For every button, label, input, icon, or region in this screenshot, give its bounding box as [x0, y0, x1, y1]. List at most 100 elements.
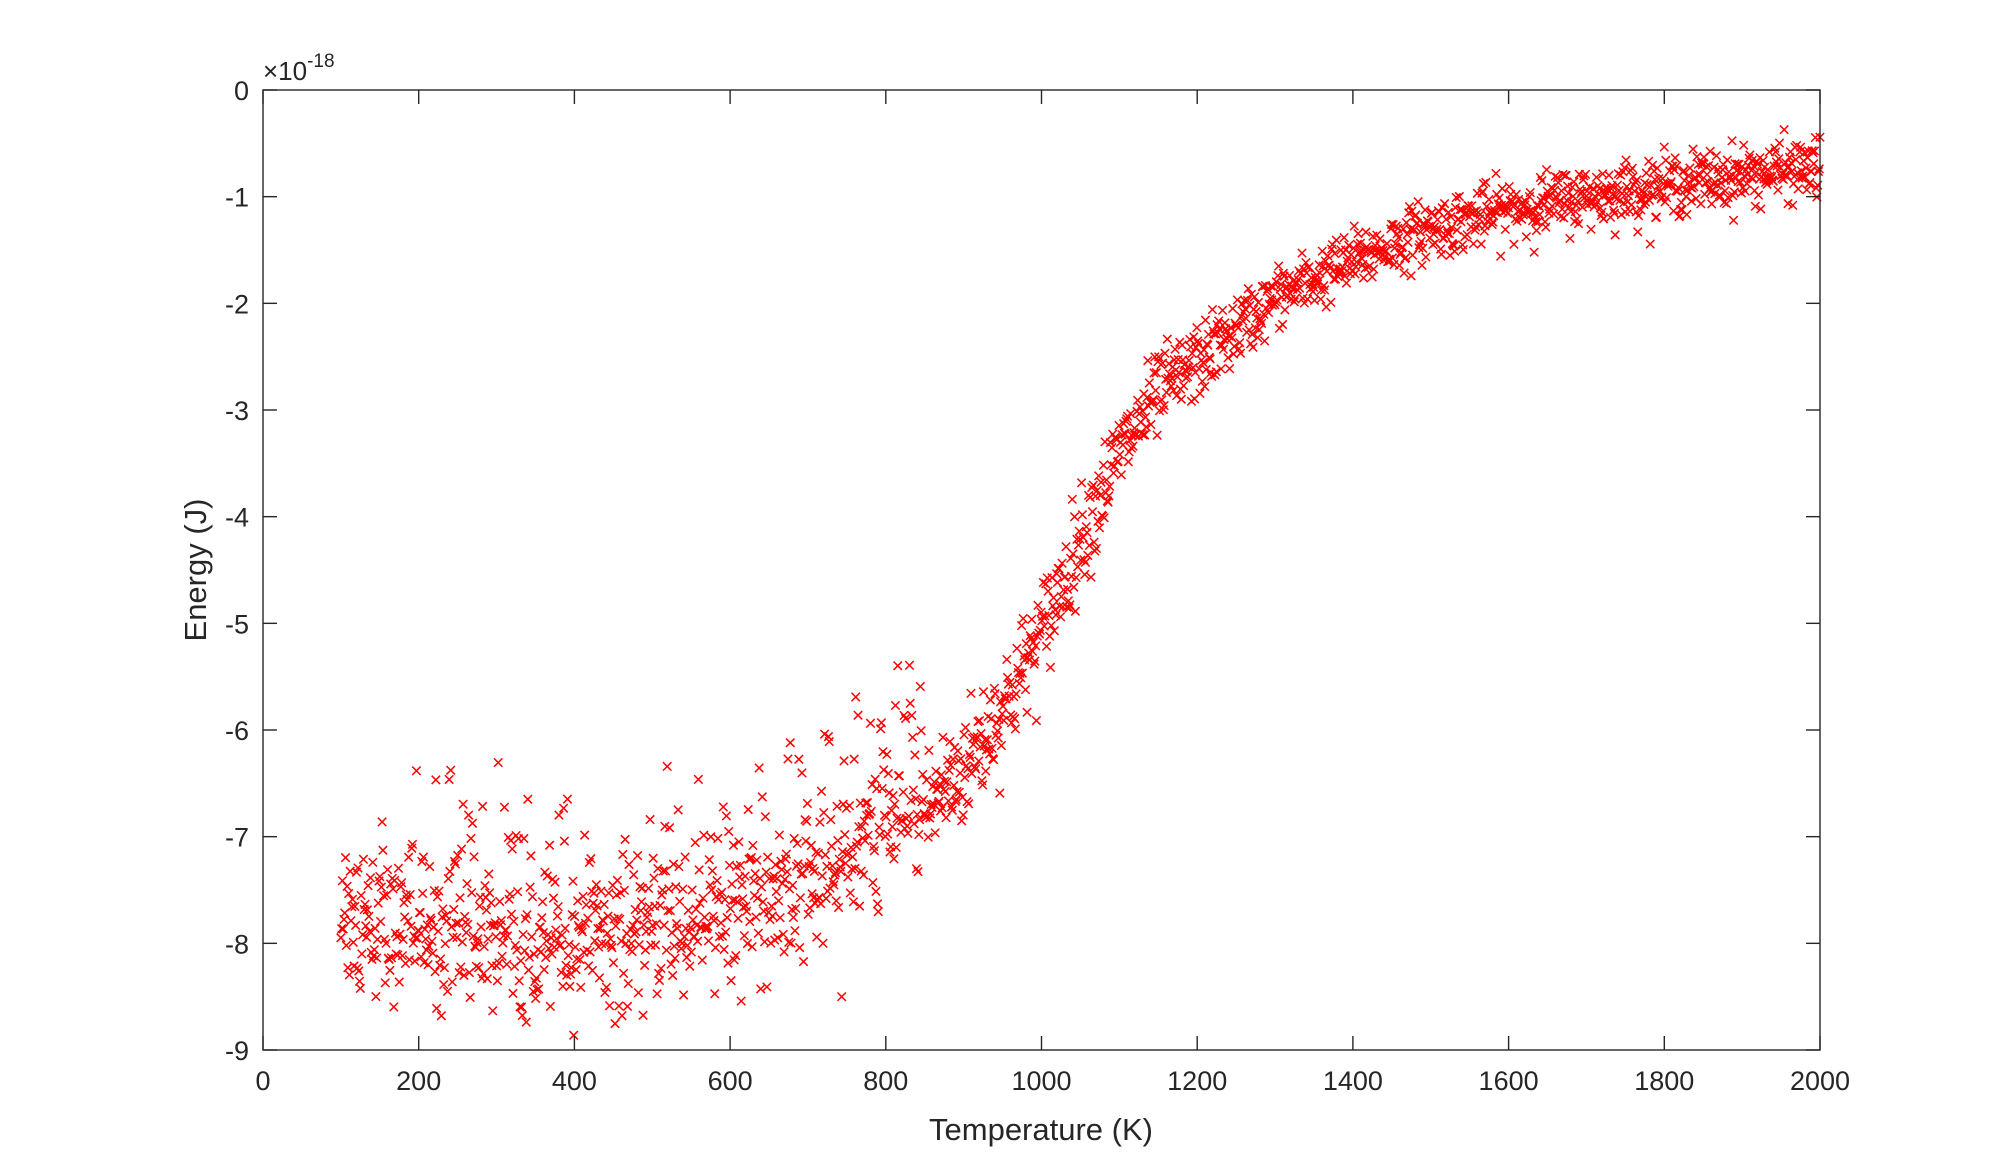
- data-point: [459, 970, 469, 981]
- data-point: [364, 926, 375, 937]
- x-tick-label: 1000: [1011, 1066, 1071, 1096]
- data-point: [798, 956, 809, 967]
- data-point: [757, 792, 767, 802]
- data-point: [990, 688, 1000, 699]
- data-point: [662, 761, 672, 772]
- data-point: [531, 973, 542, 983]
- data-point: [348, 937, 359, 948]
- data-point: [1322, 251, 1333, 261]
- data-point: [1757, 166, 1768, 177]
- data-point: [699, 830, 709, 840]
- data-point: [361, 932, 372, 942]
- data-point: [527, 891, 538, 902]
- data-point: [1067, 494, 1077, 505]
- data-point: [1041, 641, 1052, 652]
- data-point: [410, 933, 421, 943]
- data-point: [740, 871, 750, 881]
- data-point: [523, 794, 533, 804]
- data-point: [1470, 225, 1480, 235]
- data-point: [934, 796, 944, 807]
- data-point: [393, 863, 404, 874]
- data-point: [516, 1002, 527, 1012]
- data-point: [557, 930, 567, 940]
- axis-ticks: [262, 89, 1821, 1051]
- data-point: [910, 750, 920, 760]
- data-point: [465, 992, 475, 1003]
- data-point: [680, 852, 690, 862]
- data-point: [1046, 620, 1056, 631]
- data-point: [340, 852, 351, 863]
- data-point: [1688, 144, 1698, 154]
- data-point: [942, 777, 952, 787]
- data-point: [1750, 201, 1761, 212]
- data-point: [735, 860, 746, 871]
- data-point: [1781, 170, 1792, 180]
- data-point: [1162, 334, 1173, 344]
- data-point: [544, 943, 554, 954]
- data-point: [889, 854, 899, 864]
- data-point: [935, 779, 945, 789]
- data-point: [463, 919, 473, 930]
- data-point: [530, 993, 541, 1004]
- data-point: [965, 752, 975, 763]
- data-point: [1072, 534, 1082, 545]
- data-point: [506, 909, 517, 919]
- data-point: [404, 954, 415, 965]
- data-point: [421, 934, 431, 944]
- data-point: [576, 924, 587, 935]
- data-point: [651, 919, 662, 929]
- data-point: [602, 928, 612, 938]
- data-point: [1722, 155, 1733, 165]
- data-point: [440, 938, 450, 949]
- data-point: [603, 911, 613, 921]
- data-point: [783, 937, 794, 948]
- data-point: [802, 798, 813, 809]
- data-point: [417, 888, 428, 899]
- data-point: [501, 925, 511, 935]
- data-point: [837, 846, 848, 857]
- data-point: [1062, 584, 1073, 594]
- data-point: [1217, 305, 1228, 316]
- x-tick-labels: 0 200 400 600 800 1000 1200 1400 1600 1800 2000: [255, 1066, 1850, 1096]
- data-point: [1360, 263, 1370, 274]
- data-point: [1534, 209, 1545, 220]
- data-point: [454, 967, 464, 978]
- data-point: [1182, 372, 1193, 382]
- data-point: [860, 835, 870, 846]
- data-point: [480, 880, 490, 891]
- data-point: [850, 863, 860, 874]
- data-point: [836, 991, 847, 1002]
- data-point: [434, 886, 444, 896]
- data-point: [1120, 429, 1130, 439]
- data-point: [1137, 406, 1148, 416]
- data-point: [821, 893, 831, 904]
- data-point: [457, 937, 468, 947]
- data-point: [751, 912, 761, 922]
- data-point: [431, 775, 441, 785]
- data-point: [639, 960, 650, 971]
- data-point: [1610, 230, 1620, 240]
- data-point: [1007, 680, 1018, 690]
- data-point: [552, 911, 563, 921]
- data-point: [336, 933, 346, 943]
- data-point: [1203, 340, 1213, 350]
- data-point: [1273, 261, 1284, 271]
- data-point: [1167, 373, 1177, 383]
- data-point: [747, 941, 757, 952]
- data-point: [959, 730, 969, 740]
- data-point: [1116, 470, 1127, 480]
- data-point: [1341, 278, 1352, 288]
- data-point: [1700, 178, 1711, 188]
- data-point: [882, 829, 893, 839]
- data-point: [1144, 378, 1155, 388]
- data-point: [466, 887, 477, 898]
- data-point: [970, 761, 980, 772]
- data-point: [717, 887, 727, 898]
- data-point: [712, 875, 722, 886]
- data-point: [1315, 294, 1326, 304]
- data-point: [607, 942, 617, 953]
- data-point: [1468, 239, 1479, 249]
- data-point: [884, 788, 894, 798]
- data-point: [831, 896, 841, 906]
- data-point: [1557, 204, 1567, 214]
